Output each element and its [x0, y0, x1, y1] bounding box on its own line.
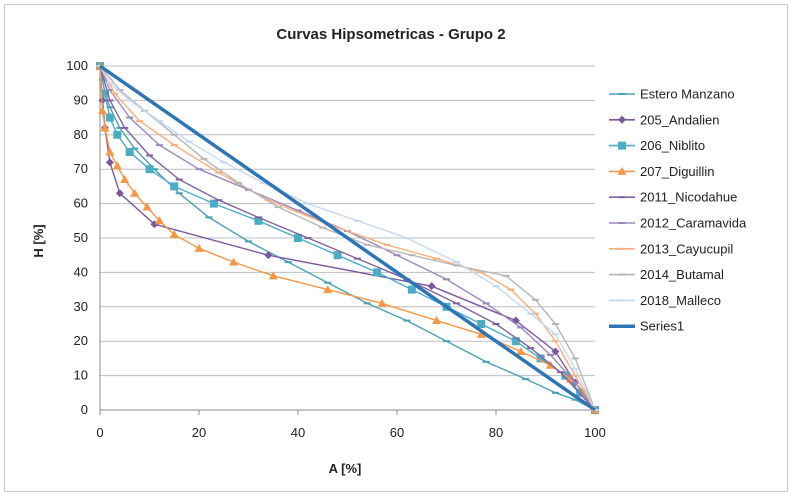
data-point [170, 182, 179, 191]
data-point [229, 257, 239, 266]
series-series1 [99, 64, 596, 412]
legend-label: 2012_Caramavida [640, 216, 747, 231]
data-point [125, 148, 134, 156]
legend-label: 2014_Butamal [640, 267, 724, 282]
chart-frame: Curvas Hipsometricas - Grupo 2 0 10 20 30 40… [4, 4, 788, 492]
series-layer [95, 61, 600, 414]
data-point [169, 230, 179, 239]
data-point [407, 285, 416, 294]
y-tick-label: 100 [66, 58, 88, 73]
data-point [130, 188, 140, 197]
legend-item: 206_Niblito [609, 138, 705, 153]
x-tick-label: 60 [390, 425, 404, 440]
data-point [254, 216, 263, 225]
gridlines [100, 65, 595, 377]
legend-item: Estero Manzano [609, 87, 735, 102]
legend-label: 206_Niblito [640, 138, 705, 153]
legend-label: 207_Diguillin [640, 164, 714, 179]
data-point [511, 337, 520, 346]
y-tick-label: 70 [74, 161, 88, 176]
legend-item: 2014_Butamal [609, 267, 724, 282]
x-tick-label: 100 [584, 425, 606, 440]
y-tick-label: 80 [74, 127, 88, 142]
x-tick-label: 0 [96, 425, 103, 440]
x-tick-label: 80 [489, 425, 503, 440]
data-point [142, 202, 152, 211]
data-point [294, 234, 302, 242]
data-point [113, 130, 122, 139]
data-point [100, 89, 109, 98]
data-point [323, 285, 333, 294]
series-line [99, 65, 596, 411]
data-point [145, 165, 154, 174]
data-point [476, 329, 486, 338]
data-point [105, 147, 115, 156]
data-point [377, 298, 387, 307]
series-line [99, 65, 596, 411]
data-point [477, 320, 486, 328]
y-tick-label: 30 [74, 299, 88, 314]
y-tick-label: 60 [74, 196, 88, 211]
legend: Estero Manzano 205_Andalien 206_Niblito 207… [609, 87, 747, 334]
legend-marker [618, 115, 626, 124]
data-point [100, 123, 110, 132]
series-line [99, 64, 596, 412]
legend-marker [618, 141, 626, 150]
legend-item: 2013_Cayucupil [609, 241, 733, 256]
legend-label: 2013_Cayucupil [640, 241, 733, 256]
data-point [551, 347, 560, 356]
legend-label: 205_Andalien [640, 112, 720, 127]
data-point [333, 251, 342, 260]
data-point [268, 271, 278, 280]
data-point [105, 158, 114, 167]
x-axis-label: A [%] [329, 461, 362, 476]
data-point [194, 243, 204, 252]
y-tick-label: 90 [74, 92, 88, 107]
data-point [427, 282, 436, 291]
data-point [264, 251, 273, 260]
chart-title: Curvas Hipsometricas - Grupo 2 [276, 26, 505, 43]
y-tick-label: 0 [81, 402, 88, 417]
y-tick-label: 20 [74, 333, 88, 348]
legend-label: 2018_Malleco [640, 293, 721, 308]
legend-marker [617, 166, 627, 175]
legend-item: 205_Andalien [609, 112, 720, 127]
data-point [373, 268, 382, 277]
legend-label: Estero Manzano [640, 87, 735, 102]
y-tick-label: 10 [74, 368, 88, 383]
data-point [120, 175, 130, 184]
data-point [536, 354, 545, 363]
legend-label: 2011_Nicodahue [640, 190, 737, 205]
legend-item: Series1 [609, 319, 684, 334]
data-point [432, 316, 442, 325]
legend-item: 2012_Caramavida [609, 216, 747, 231]
data-point [115, 189, 124, 198]
y-axis-label: H [%] [31, 224, 46, 257]
x-tick-label: 40 [291, 425, 305, 440]
axes [99, 66, 596, 415]
data-point [97, 106, 107, 115]
tick-labels: 0 10 20 30 40 50 60 70 80 90 100 0 20 40 60 80 100 [66, 58, 606, 440]
series-2018-malleco [96, 65, 599, 411]
legend-item: 2018_Malleco [609, 293, 721, 308]
data-point [209, 199, 218, 208]
data-point [154, 216, 164, 225]
legend-label: Series1 [640, 319, 684, 334]
data-point [112, 161, 122, 170]
legend-item: 2011_Nicodahue [609, 190, 737, 205]
data-point [516, 347, 526, 356]
y-tick-label: 50 [74, 230, 88, 245]
y-tick-label: 40 [74, 264, 88, 279]
x-tick-label: 20 [192, 425, 206, 440]
legend-item: 207_Diguillin [609, 164, 714, 179]
hypsometric-chart: Curvas Hipsometricas - Grupo 2 0 10 20 30 40… [31, 26, 747, 476]
data-point [105, 113, 114, 122]
